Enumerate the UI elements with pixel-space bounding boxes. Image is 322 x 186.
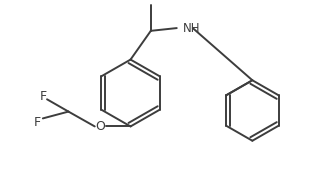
Text: F: F [33,116,41,129]
Text: O: O [96,120,105,133]
Text: NH: NH [183,22,200,35]
Text: F: F [40,90,47,103]
